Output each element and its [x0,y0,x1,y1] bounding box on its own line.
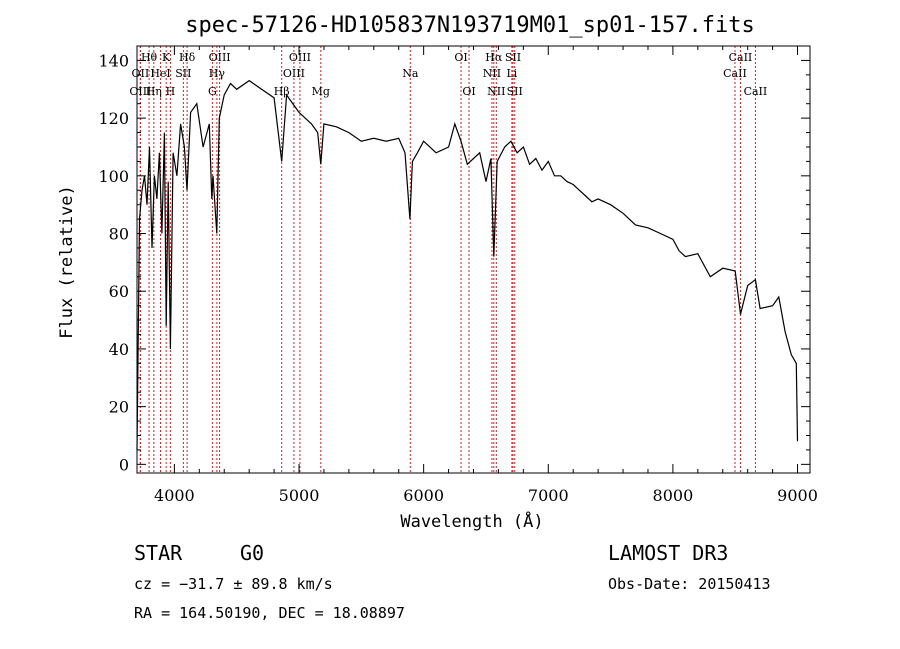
x-tick-label-4: 8000 [653,486,694,505]
line-label-1: OII [132,67,150,80]
line-label-13: OIII [283,67,305,80]
line-label-3: OIII [129,85,151,98]
line-label-21: NII [487,85,505,98]
redshift-cz: cz = −31.7 ± 89.8 km/s [134,575,333,593]
survey-name: LAMOST DR3 [608,541,728,565]
line-label-7: SII [175,67,191,80]
line-label-15: Mg [312,85,330,98]
x-tick-label-0: 4000 [154,486,195,505]
x-tick-label-5: 9000 [777,486,818,505]
line-label-23: Li [506,67,517,80]
line-label-0: Hθ [141,51,158,64]
line-label-5: K [162,51,171,64]
y-tick-label-2: 40 [109,340,129,359]
y-axis-ticks: 0 20 40 60 80 100 120 140 [98,51,810,474]
y-tick-label-6: 120 [98,109,129,128]
line-label-16: Na [402,67,419,80]
object-subclass: G0 [240,541,264,565]
line-label-2: Hη [146,85,162,98]
y-tick-label-1: 20 [109,398,129,417]
x-axis-ticks: 4000 5000 6000 7000 8000 9000 [154,46,818,505]
line-label-14: OIII [289,51,311,64]
spectral-line-markers [139,46,756,473]
line-label-27: CaII [744,85,768,98]
line-label-10: OIII [209,51,231,64]
y-tick-label-3: 60 [109,282,129,301]
spectrum-line [136,79,799,450]
y-tick-label-7: 140 [98,51,129,70]
x-tick-label-1: 5000 [279,486,320,505]
y-tick-label-4: 80 [109,225,129,244]
line-label-12: Hβ [274,85,290,98]
spectral-line-labels: HθOIIHηOIIIHeIKHSIIHδGOIIIHγHβOIIIOIIIMg… [129,51,767,98]
y-tick-label-0: 0 [119,455,129,474]
ra-dec-coordinates: RA = 164.50190, DEC = 18.08897 [134,604,405,622]
line-label-9: G [208,85,217,98]
line-label-18: OI [462,85,475,98]
object-class: STAR [134,541,183,565]
line-label-11: Hγ [209,67,226,80]
line-label-6: H [166,85,176,98]
plot-frame [136,45,811,474]
line-label-8: Hδ [179,51,196,64]
line-label-20: Hα [485,51,503,64]
x-tick-label-2: 6000 [403,486,444,505]
chart-title: spec-57126-HD105837N193719M01_sp01-157.f… [185,13,755,38]
line-label-17: OI [454,51,467,64]
line-label-22: SII [505,51,521,64]
line-label-26: CaII [729,51,753,64]
observation-date: Obs-Date: 20150413 [608,575,771,593]
y-axis-label: Flux (relative) [57,185,77,339]
line-label-4: HeI [150,67,170,80]
x-axis-label: Wavelength (Å) [400,510,543,532]
line-label-19: NII [483,67,501,80]
y-tick-label-5: 100 [98,167,129,186]
x-tick-label-3: 7000 [528,486,569,505]
line-label-25: CaII [723,67,747,80]
line-label-24: SII [507,85,523,98]
